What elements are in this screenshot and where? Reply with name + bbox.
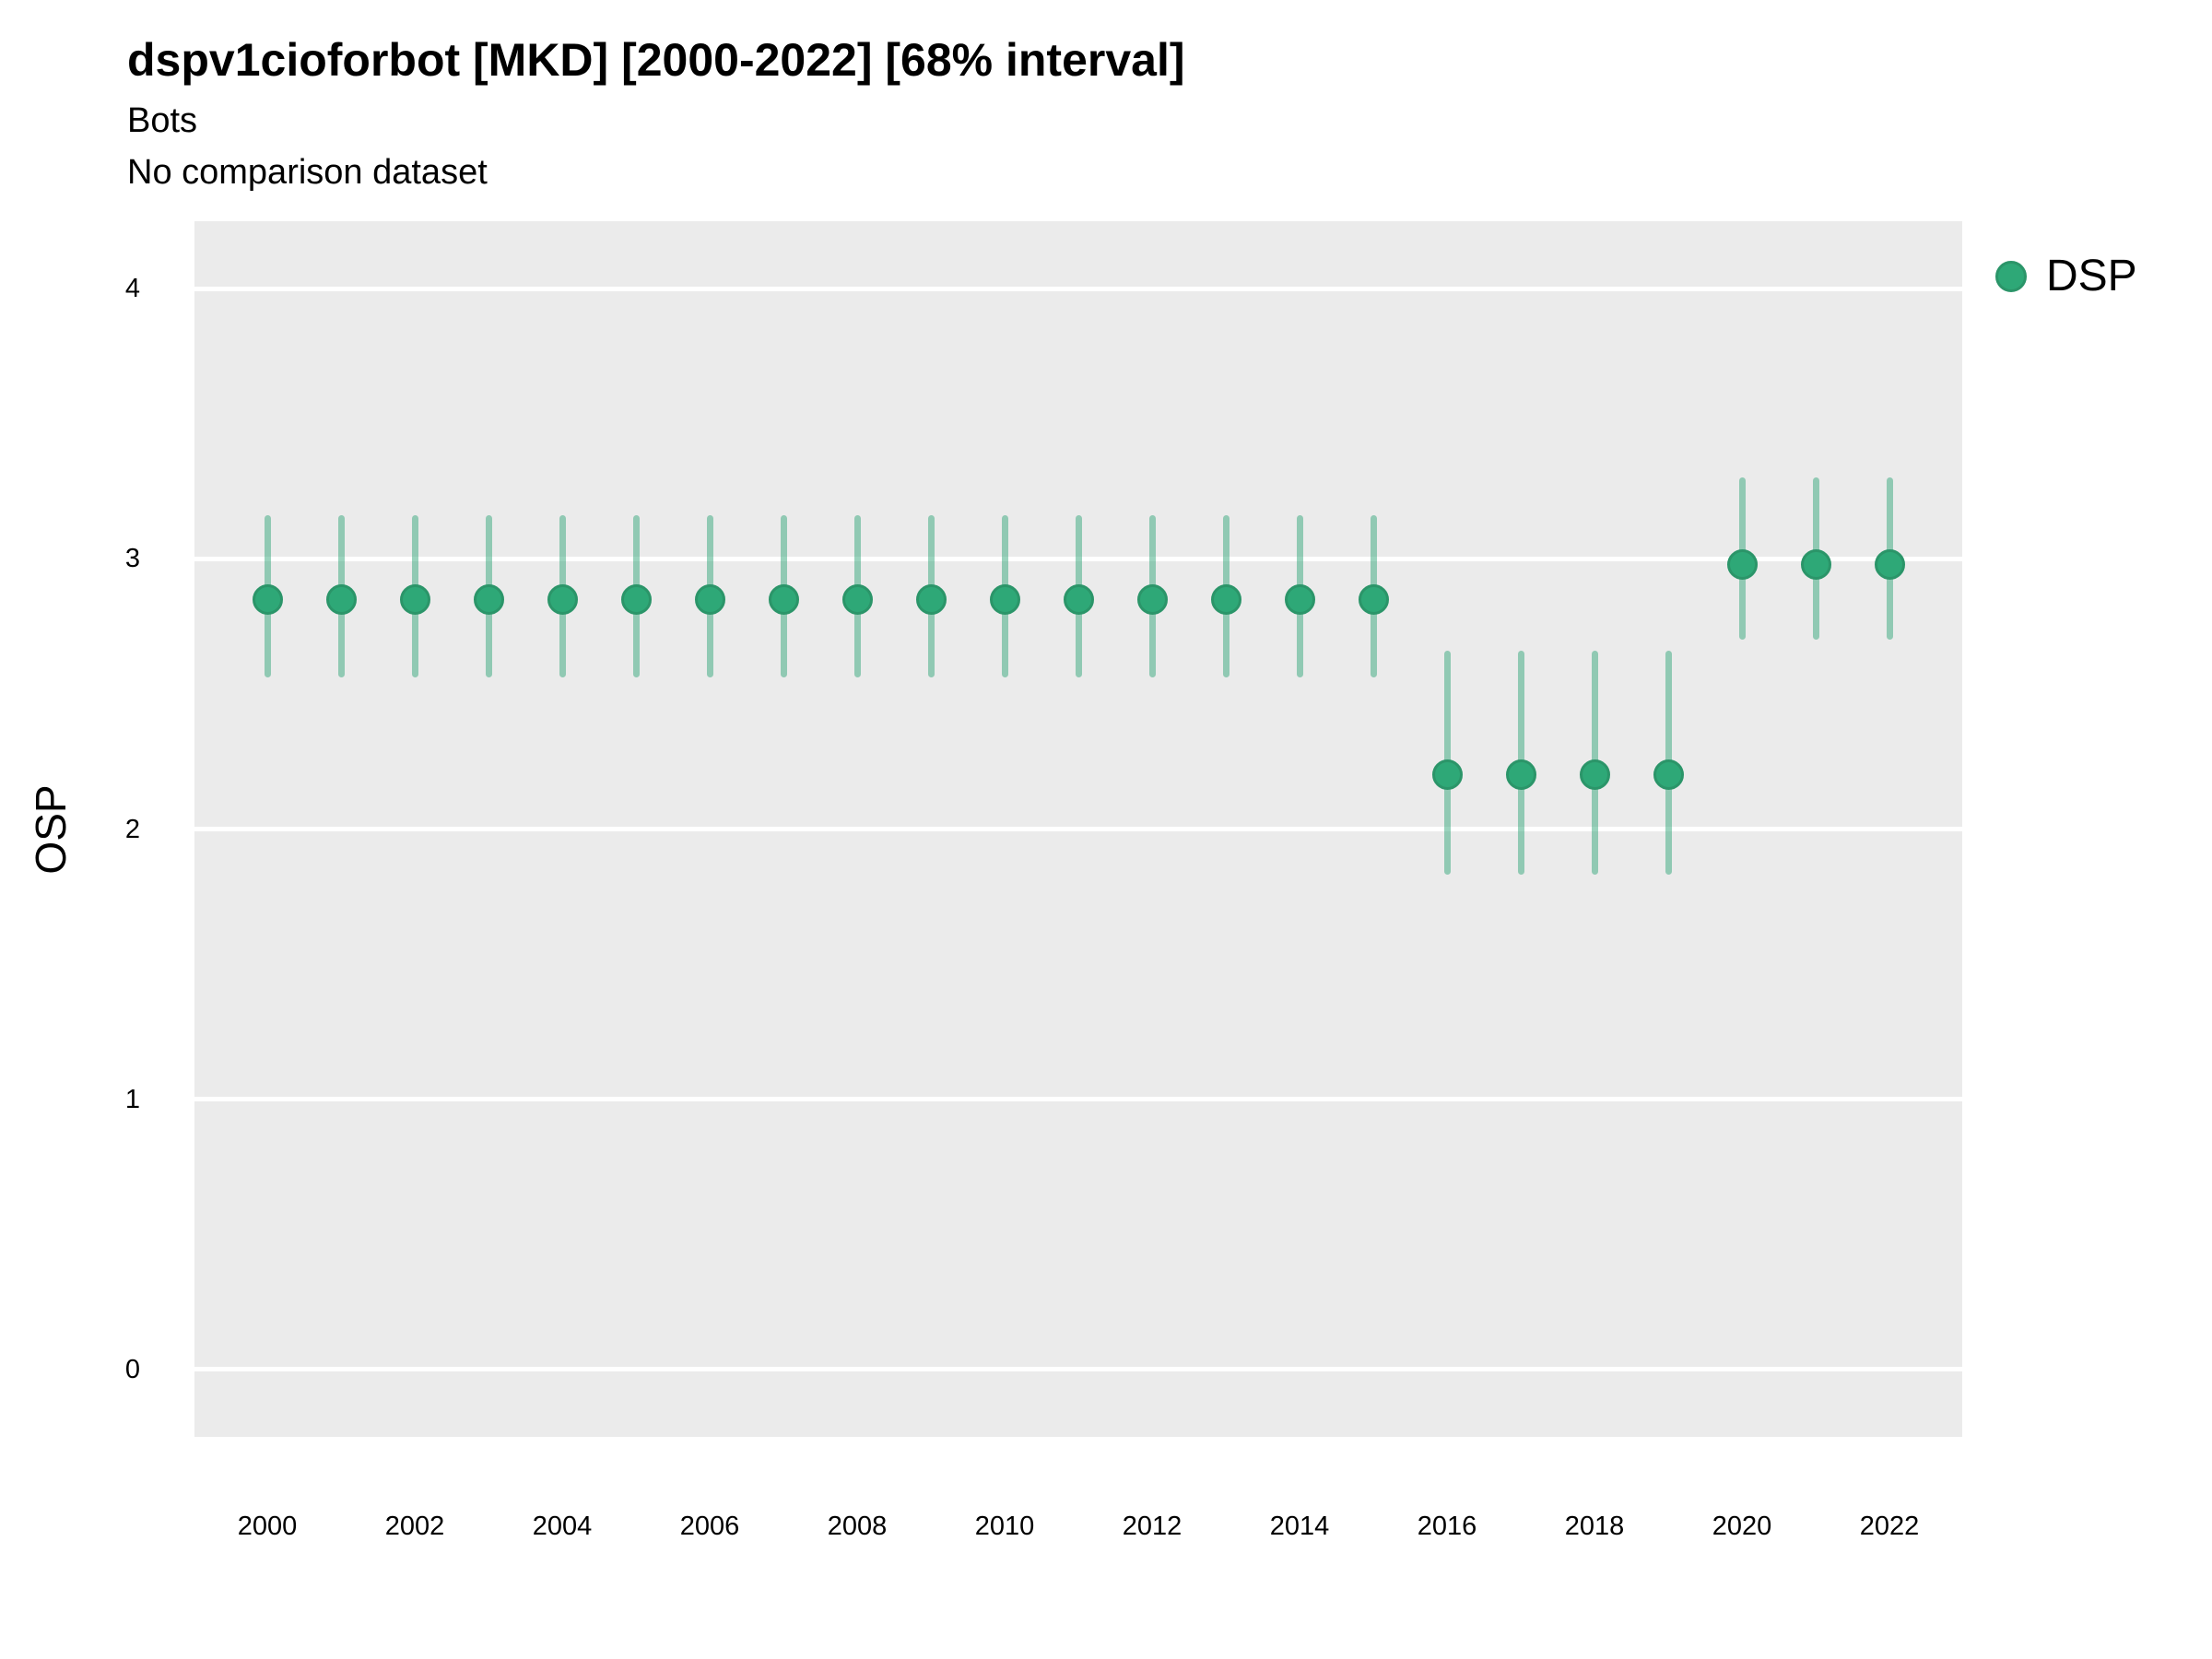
x-tick-label: 2016	[1417, 1512, 1477, 1541]
major-gridline	[194, 1367, 1962, 1372]
data-point-marker	[694, 583, 725, 615]
data-point-marker	[252, 583, 283, 615]
data-point-marker	[989, 583, 1020, 615]
chart-subtitle-line2: No comparison dataset	[127, 153, 488, 192]
legend-item-label: DSP	[2046, 252, 2137, 300]
x-tick-label: 2004	[532, 1512, 593, 1541]
data-point-marker	[1505, 759, 1536, 791]
data-point-marker	[1136, 583, 1168, 615]
y-tick-label: 0	[124, 1354, 140, 1384]
data-point-marker	[915, 583, 947, 615]
chart-title: dspv1cioforbot [MKD] [2000-2022] [68% in…	[127, 34, 1185, 86]
data-point-marker	[1800, 548, 1831, 580]
data-point-marker	[1284, 583, 1315, 615]
data-point-marker	[1431, 759, 1463, 791]
data-point-marker	[1726, 548, 1758, 580]
data-point-marker	[841, 583, 873, 615]
major-gridline	[194, 286, 1962, 291]
data-point-marker	[1063, 583, 1094, 615]
y-tick-label: 2	[124, 814, 140, 844]
x-tick-label: 2006	[679, 1512, 740, 1541]
legend: DSP	[1995, 250, 2137, 303]
x-tick-label: 2000	[237, 1512, 298, 1541]
data-point-marker	[620, 583, 652, 615]
x-tick-label: 2020	[1712, 1512, 1772, 1541]
major-gridline	[194, 1097, 1962, 1102]
x-tick-label: 2010	[974, 1512, 1035, 1541]
data-point-marker	[1579, 759, 1610, 791]
data-point-marker	[1874, 548, 1905, 580]
x-tick-label: 2002	[384, 1512, 445, 1541]
chart-subtitle-line1: Bots	[127, 101, 198, 140]
chart-panel	[194, 221, 1962, 1437]
x-tick-label: 2014	[1269, 1512, 1330, 1541]
x-tick-label: 2008	[827, 1512, 888, 1541]
data-point-marker	[1653, 759, 1684, 791]
x-tick-label: 2018	[1564, 1512, 1625, 1541]
data-point-marker	[1358, 583, 1389, 615]
legend-point-icon	[1995, 261, 2027, 292]
x-tick-label: 2022	[1859, 1512, 1920, 1541]
data-point-marker	[1210, 583, 1241, 615]
x-tick-label: 2012	[1122, 1512, 1182, 1541]
major-gridline	[194, 827, 1962, 831]
y-tick-label: 4	[124, 274, 140, 304]
data-point-marker	[768, 583, 799, 615]
y-tick-label: 3	[124, 544, 140, 574]
y-tick-label: 1	[124, 1084, 140, 1114]
data-point-marker	[547, 583, 578, 615]
data-point-marker	[325, 583, 357, 615]
data-point-marker	[473, 583, 504, 615]
data-point-marker	[399, 583, 430, 615]
